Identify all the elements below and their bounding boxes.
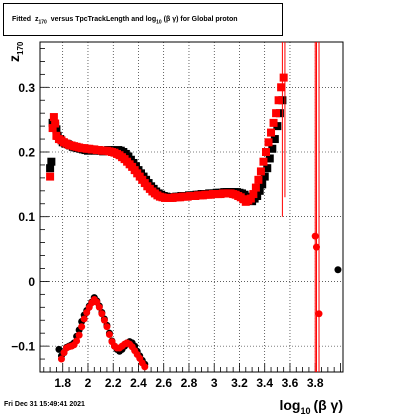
- chart-title-box: Fitted z170 versus TpcTrackLength and lo…: [3, 3, 283, 36]
- data-point: [270, 135, 279, 144]
- x-axis-title: log10 (β γ): [279, 397, 343, 414]
- data-point: [268, 144, 277, 153]
- data-point: [277, 83, 286, 92]
- data-point: [80, 315, 88, 323]
- title-paren-open: (: [163, 16, 166, 23]
- title-log-sub: 10: [156, 19, 162, 26]
- title-var: z: [34, 16, 39, 23]
- data-point: [272, 109, 281, 118]
- x-tick-label: 2.4: [130, 376, 147, 390]
- title-prefix: Fitted: [12, 16, 32, 23]
- x-tick-label: 2.2: [105, 376, 122, 390]
- data-point: [265, 154, 274, 163]
- timestamp-footer: Fri Dec 31 15:49:41 2021: [4, 401, 85, 408]
- x-axis-title-sub: 10: [300, 406, 310, 414]
- data-point: [261, 148, 270, 156]
- data-point: [259, 157, 268, 166]
- data-point: [334, 266, 342, 274]
- x-tick-label: 3.6: [282, 376, 299, 390]
- title-gamma: γ: [172, 16, 177, 23]
- data-point: [51, 119, 60, 128]
- data-point: [103, 323, 111, 331]
- x-axis-title-main: log: [279, 397, 300, 413]
- y-axis-title: z170: [6, 41, 25, 62]
- data-point: [312, 243, 320, 251]
- data-point: [57, 355, 65, 363]
- plot-frame: [39, 41, 344, 373]
- data-point: [311, 232, 319, 240]
- data-point: [279, 73, 288, 82]
- data-point: [75, 331, 83, 339]
- data-point: [105, 330, 113, 338]
- x-axis-title-paren: (β γ): [313, 397, 343, 413]
- data-point: [95, 303, 103, 311]
- data-point: [251, 183, 260, 192]
- title-var-sub: 170: [38, 19, 47, 26]
- data-point: [246, 194, 255, 203]
- data-point: [263, 164, 272, 173]
- data-point: [100, 316, 108, 324]
- data-point: [256, 167, 265, 176]
- title-mid: versus TpcTrackLength and log: [50, 16, 157, 23]
- y-tick-label: 0.2: [18, 146, 35, 160]
- x-tick-label: 3.4: [256, 376, 273, 390]
- x-tick-label: 2: [85, 376, 92, 390]
- x-tick-label: 1.8: [54, 376, 71, 390]
- data-point: [258, 180, 267, 189]
- data-point: [254, 175, 263, 184]
- data-point: [48, 124, 57, 133]
- data-point: [98, 310, 106, 318]
- data-point: [47, 157, 56, 166]
- x-tick-label: 2.6: [155, 376, 172, 390]
- y-axis-title-sub: 170: [16, 41, 25, 55]
- data-point: [78, 323, 86, 331]
- y-tick-label: 0: [28, 275, 35, 289]
- y-tick-label: 0.3: [18, 81, 35, 95]
- title-suffix: for Global proton: [180, 16, 238, 23]
- data-point: [46, 164, 55, 173]
- data-point: [83, 308, 91, 316]
- y-tick-label: −0.1: [11, 340, 35, 354]
- data-point: [93, 298, 101, 306]
- y-axis-title-main: z: [6, 55, 22, 62]
- data-point: [264, 138, 273, 147]
- title-paren-close: ): [176, 16, 179, 23]
- y-tick-label: 0.1: [18, 210, 35, 224]
- x-tick-label: 3: [211, 376, 218, 390]
- data-point: [73, 337, 81, 345]
- x-tick-label: 2.8: [181, 376, 198, 390]
- data-point: [269, 118, 278, 127]
- data-point: [315, 310, 323, 318]
- data-point: [260, 172, 269, 181]
- data-point: [49, 113, 58, 122]
- data-point: [267, 128, 276, 137]
- data-point: [141, 363, 149, 371]
- data-layer: [46, 42, 342, 372]
- data-point: [249, 190, 258, 199]
- title-beta: β: [165, 16, 171, 23]
- x-tick-label: 3.8: [307, 376, 324, 390]
- data-point: [55, 345, 63, 353]
- data-point: [46, 172, 55, 181]
- x-tick-label: 3.2: [231, 376, 248, 390]
- data-point: [274, 96, 283, 105]
